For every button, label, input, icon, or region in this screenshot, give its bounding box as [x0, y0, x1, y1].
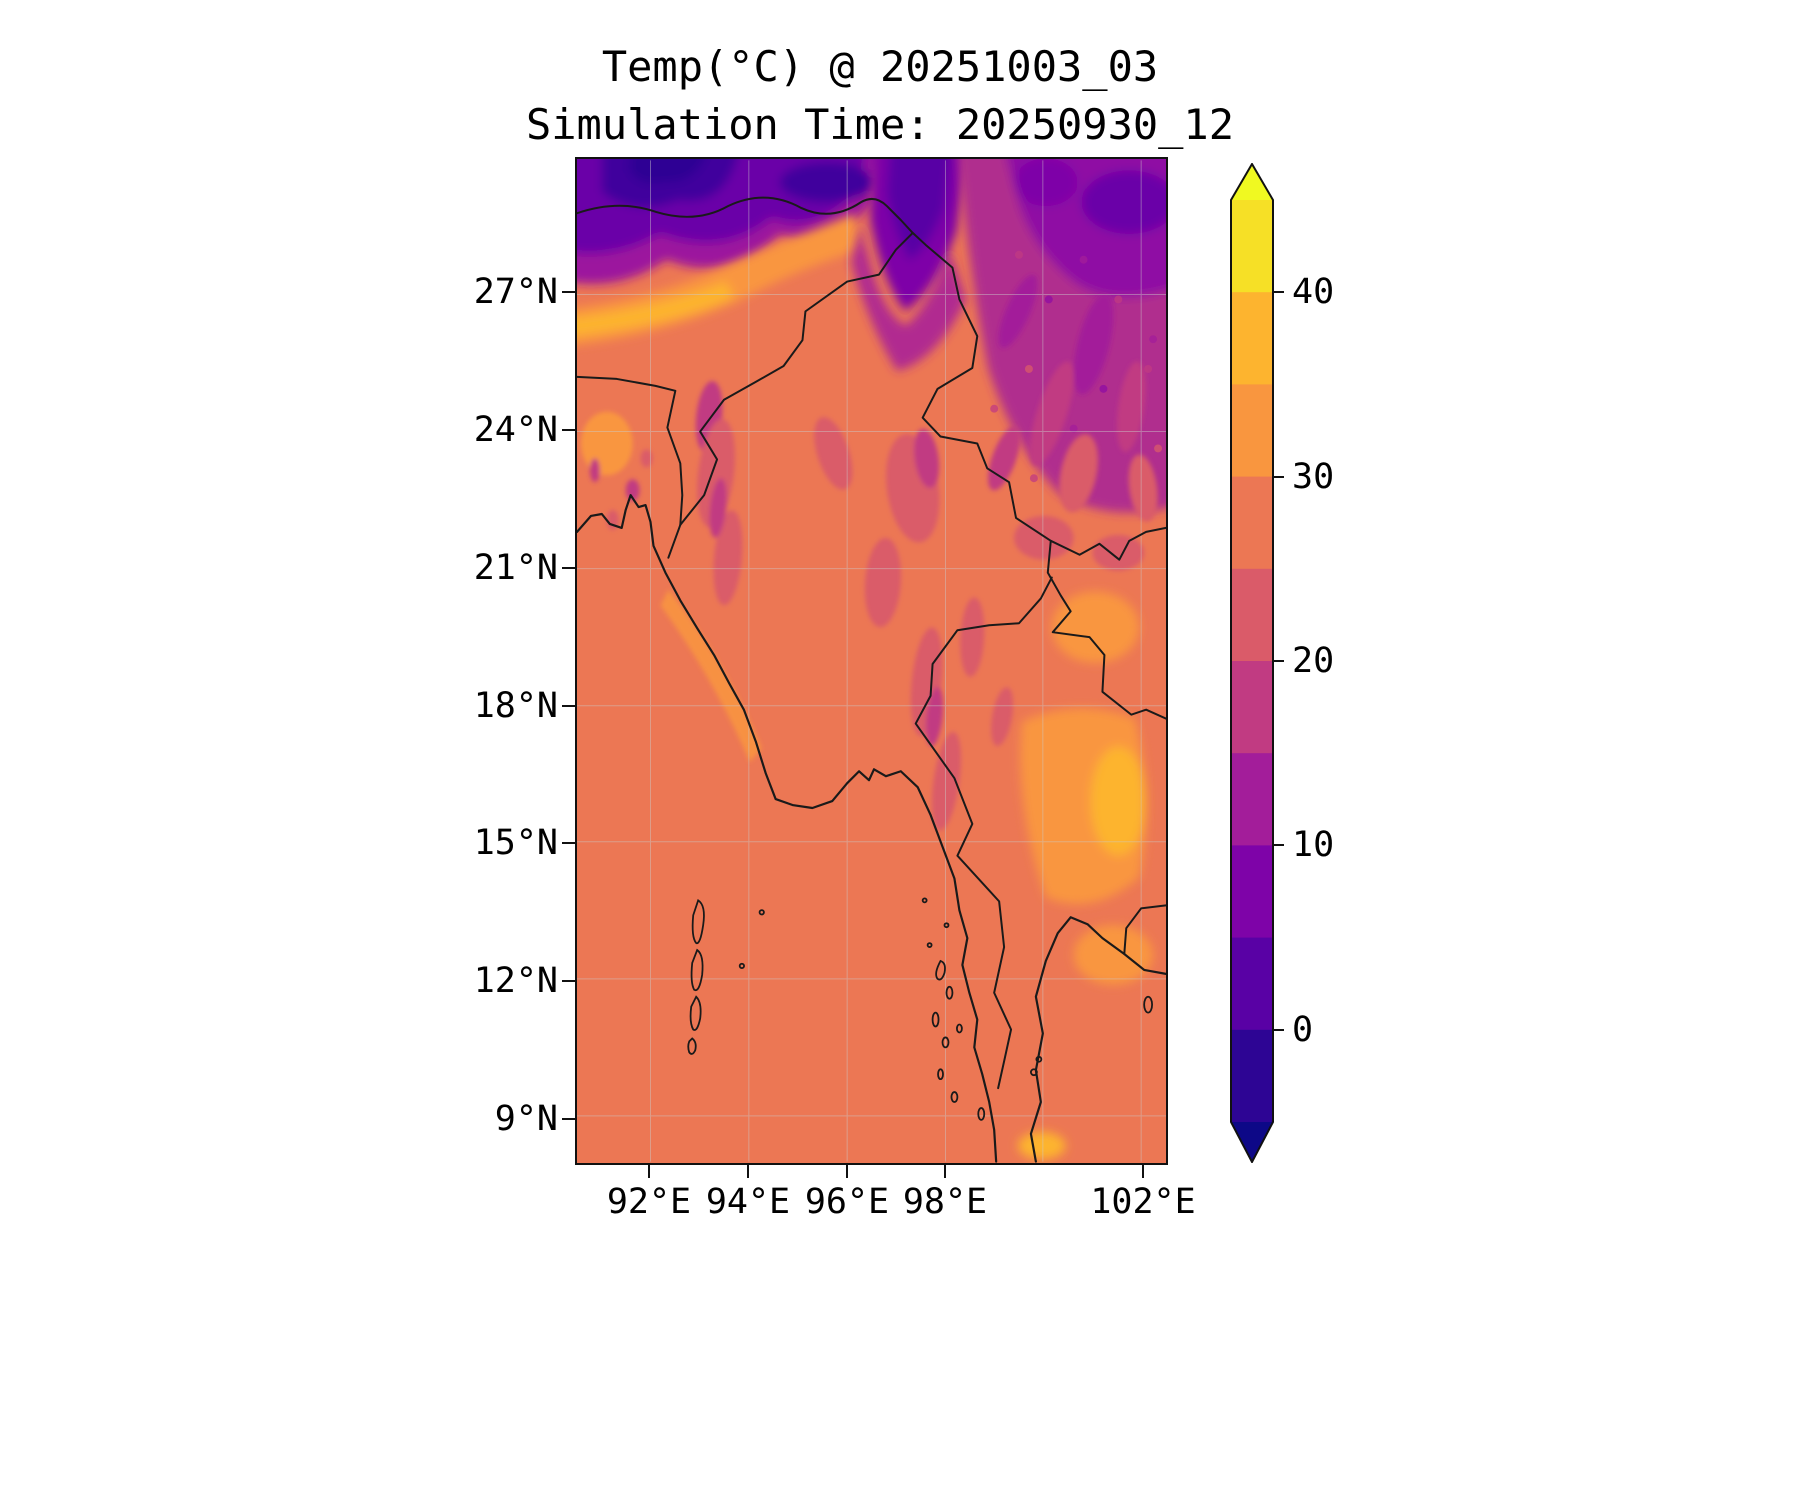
lon-tick-label: 94°E [705, 1182, 791, 1222]
field-shan-hills [864, 428, 1014, 831]
coastlines [577, 494, 1166, 1163]
lat-tick-mark [562, 429, 575, 431]
field-thailand-warm [1018, 591, 1154, 1160]
colorbar-under-arrow [1231, 1122, 1273, 1162]
lat-tick-label: 21°N [473, 548, 558, 588]
colorbar-over-arrow [1231, 164, 1273, 200]
map-gridlines [577, 160, 1166, 1162]
lat-tick-label: 12°N [473, 961, 558, 1001]
field-yunnan-ridges [988, 274, 1158, 571]
colorbar-tick-label: 10 [1292, 825, 1335, 865]
lon-tick-label: 102°E [1090, 1182, 1196, 1222]
lon-tick-mark [1142, 1165, 1144, 1178]
lat-tick-label: 9°N [494, 1099, 558, 1139]
lat-tick-mark [562, 291, 575, 293]
lat-tick-mark [562, 980, 575, 982]
field-chin-hills [695, 381, 853, 606]
field-valley-warm [577, 214, 868, 345]
lon-tick-label: 92°E [606, 1182, 692, 1222]
temperature-map [575, 157, 1168, 1165]
field-yunnan-speckles [990, 250, 1163, 483]
figure-title: Temp(°C) @ 20251003_03 [601, 42, 1159, 91]
field-himalaya-cold [577, 159, 881, 285]
figure-subtitle: Simulation Time: 20250930_12 [525, 100, 1234, 149]
lat-tick-mark [562, 705, 575, 707]
lat-tick-mark [562, 842, 575, 844]
lon-tick-mark [648, 1165, 650, 1178]
figure-title-block: Temp(°C) @ 20251003_03 Simulation Time: … [420, 38, 1340, 154]
field-kachin-cold [851, 159, 967, 371]
colorbar-tick-label: 30 [1292, 457, 1335, 497]
lon-tick-mark [846, 1165, 848, 1178]
lat-tick-label: 18°N [473, 686, 558, 726]
lon-tick-label: 98°E [902, 1182, 988, 1222]
colorbar-svg [1230, 162, 1284, 1165]
colorbar-tick-marks [1274, 291, 1284, 1031]
lon-tick-label: 96°E [804, 1182, 890, 1222]
lat-tick-label: 24°N [473, 410, 558, 450]
colorbar-outline [1230, 162, 1274, 1165]
colorbar-tick-label: 40 [1292, 272, 1335, 312]
colorbar-tick-label: 0 [1292, 1010, 1314, 1050]
field-arakan-coast [660, 589, 762, 763]
lat-tick-mark [562, 1118, 575, 1120]
lon-tick-mark [944, 1165, 946, 1178]
colorbar [1230, 162, 1294, 1165]
islands [687, 897, 1153, 1121]
lon-tick-mark [747, 1165, 749, 1178]
map-svg [577, 159, 1166, 1163]
lat-tick-mark [562, 567, 575, 569]
colorbar-bands [1231, 200, 1273, 1123]
lat-tick-label: 15°N [473, 823, 558, 863]
lat-tick-label: 27°N [473, 272, 558, 312]
field-yunnan-plateau [958, 159, 1166, 513]
colorbar-tick-label: 20 [1292, 641, 1335, 681]
country-borders [577, 196, 1166, 1090]
